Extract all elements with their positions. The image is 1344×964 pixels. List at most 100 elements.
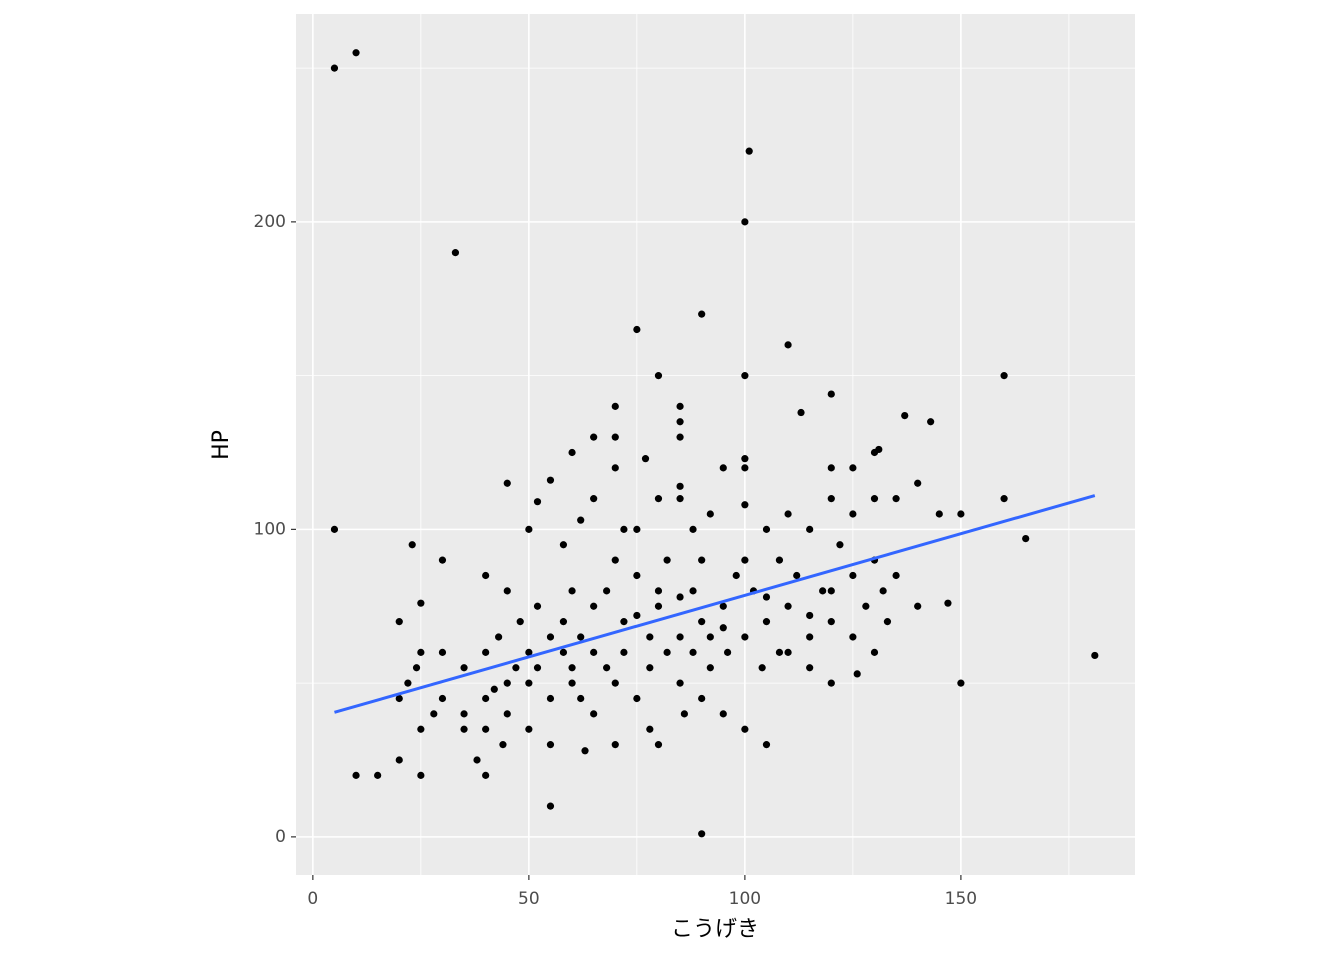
point: [853, 670, 861, 678]
point: [611, 402, 619, 410]
point: [559, 648, 568, 656]
point: [330, 525, 339, 533]
point: [525, 679, 533, 687]
point: [620, 648, 628, 656]
point: [827, 618, 835, 626]
point: [827, 390, 835, 398]
point: [611, 433, 619, 441]
point: [676, 402, 684, 410]
point: [1091, 651, 1099, 660]
point: [533, 498, 542, 506]
point: [784, 648, 792, 656]
point: [762, 618, 771, 626]
point: [676, 418, 684, 426]
point: [784, 602, 792, 610]
point: [503, 679, 511, 687]
point: [516, 618, 524, 626]
point: [438, 694, 447, 703]
point: [741, 218, 749, 226]
point: [806, 525, 814, 533]
point: [698, 694, 706, 703]
point: [719, 710, 727, 718]
point: [590, 710, 598, 718]
point: [654, 495, 663, 503]
point: [430, 710, 438, 718]
point: [883, 618, 892, 626]
point: [927, 418, 935, 426]
point: [590, 602, 598, 610]
y-tick-label: 100: [254, 519, 286, 539]
point: [762, 593, 771, 601]
point: [408, 541, 416, 549]
fit-line: [334, 494, 1096, 714]
point: [879, 587, 887, 595]
point: [330, 64, 339, 72]
point: [849, 464, 857, 472]
point: [546, 633, 555, 641]
x-tick-label: 150: [945, 889, 977, 909]
point: [495, 633, 503, 641]
point: [827, 587, 835, 595]
point: [438, 556, 447, 564]
point: [412, 664, 421, 672]
point: [676, 633, 684, 641]
point: [646, 633, 654, 641]
point: [676, 495, 684, 503]
point: [745, 147, 753, 155]
point: [676, 482, 684, 490]
point: [620, 525, 628, 533]
point: [849, 571, 857, 580]
point: [559, 541, 568, 549]
point: [784, 510, 792, 518]
point: [775, 648, 784, 656]
x-tick-label: 50: [518, 889, 540, 909]
point: [499, 741, 507, 749]
point: [827, 464, 835, 472]
point: [395, 756, 403, 764]
point: [503, 479, 511, 487]
point: [482, 648, 490, 656]
point: [438, 648, 447, 656]
plot: [296, 14, 1135, 875]
point: [762, 741, 771, 749]
point: [654, 587, 663, 595]
point: [862, 602, 870, 610]
point: [698, 830, 706, 838]
point: [590, 433, 598, 441]
point: [676, 593, 684, 601]
point: [611, 741, 619, 749]
point: [793, 571, 801, 580]
point: [577, 633, 585, 641]
point: [633, 325, 641, 334]
point: [797, 408, 805, 417]
point: [577, 694, 585, 703]
point: [490, 685, 498, 693]
point: [633, 525, 641, 533]
point: [806, 633, 814, 641]
point: [689, 525, 697, 533]
point: [482, 571, 490, 580]
point: [706, 664, 714, 672]
point: [546, 802, 555, 810]
point: [689, 648, 697, 656]
point: [525, 648, 533, 656]
point: [806, 611, 814, 620]
point: [546, 741, 555, 749]
y-tick-label: 0: [275, 827, 286, 847]
point: [512, 664, 520, 672]
point: [417, 648, 425, 656]
point: [590, 495, 598, 503]
x-axis-title: こうげき: [671, 917, 759, 942]
point: [611, 556, 619, 564]
point: [590, 648, 598, 656]
point: [577, 516, 585, 524]
point: [719, 624, 727, 632]
point: [698, 556, 706, 564]
point: [741, 501, 749, 509]
point: [676, 679, 684, 687]
point: [719, 602, 727, 610]
point: [352, 771, 360, 779]
point: [417, 771, 425, 779]
point: [451, 249, 460, 257]
